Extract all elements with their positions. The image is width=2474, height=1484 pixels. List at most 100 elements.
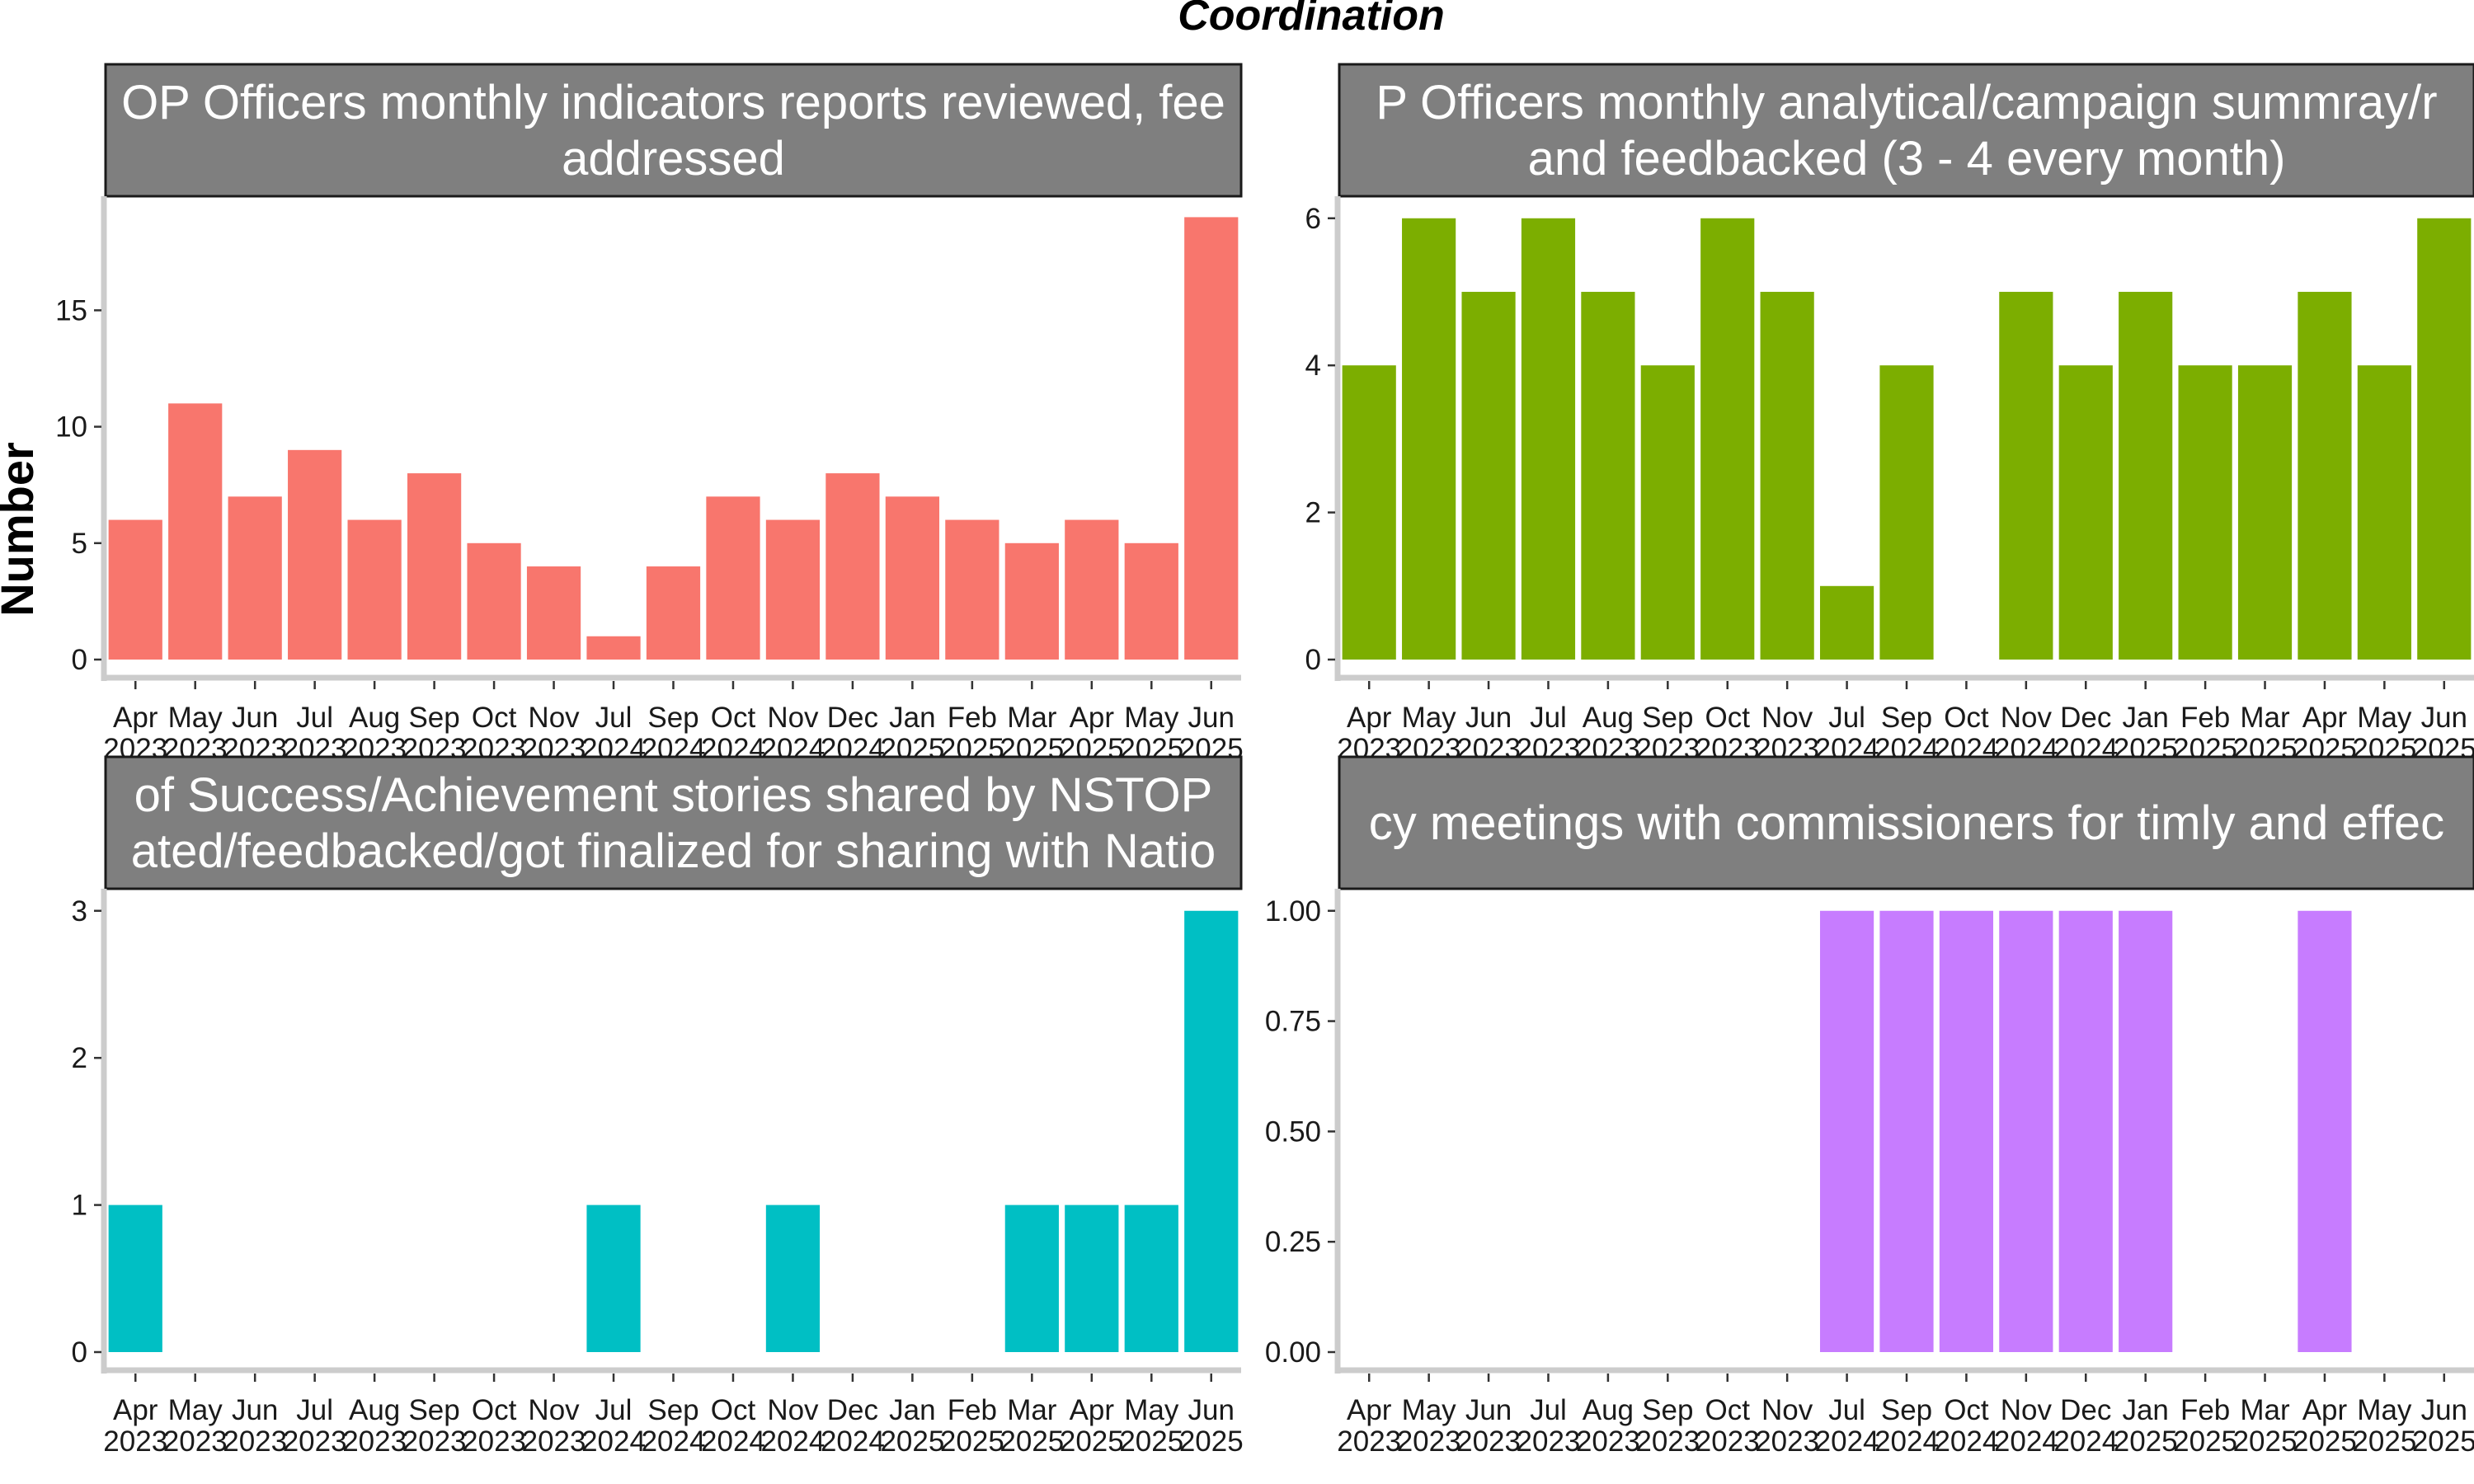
x-tick-label: Jun 2023 bbox=[223, 1394, 287, 1458]
bar bbox=[1760, 291, 1814, 660]
x-tick-label: Nov 2024 bbox=[761, 702, 825, 765]
x-tick-label: Jan 2025 bbox=[2114, 702, 2178, 765]
x-tick-label: Apr 2025 bbox=[2293, 702, 2357, 765]
x-tick-label: Jul 2023 bbox=[1517, 1394, 1581, 1458]
x-tick-label: Nov 2024 bbox=[761, 1394, 825, 1458]
x-tick-label: Mar 2025 bbox=[2233, 1394, 2298, 1458]
bar bbox=[706, 496, 760, 660]
facet-panel-2: P Officers monthly analytical/campaign s… bbox=[1305, 63, 2474, 765]
facet-panels: OP Officers monthly indicators reports r… bbox=[55, 63, 2474, 1458]
x-tick-label: Sep 2023 bbox=[402, 702, 467, 765]
bar bbox=[765, 519, 821, 660]
bar bbox=[1124, 542, 1178, 660]
y-tick-label: 6 bbox=[1305, 203, 1321, 235]
x-tick-label: Jul 2023 bbox=[283, 702, 347, 765]
x-tick-label: Nov 2023 bbox=[522, 702, 586, 765]
x-tick-label: May 2023 bbox=[163, 702, 228, 765]
x-tick-label: Apr 2023 bbox=[1337, 702, 1401, 765]
x-tick-label: Nov 2023 bbox=[522, 1394, 586, 1458]
bar bbox=[228, 496, 282, 660]
x-tick-label: Jul 2024 bbox=[1815, 702, 1879, 765]
x-tick-label: Apr 2023 bbox=[103, 702, 167, 765]
facet-strip bbox=[1338, 755, 2474, 890]
bar bbox=[586, 1205, 641, 1352]
x-tick-label: Oct 2023 bbox=[1696, 1394, 1760, 1458]
x-tick-label: May 2023 bbox=[163, 1394, 228, 1458]
bar bbox=[407, 473, 462, 660]
x-tick-label: Aug 2023 bbox=[342, 1394, 407, 1458]
bar bbox=[2058, 910, 2113, 1352]
x-tick-label: Aug 2023 bbox=[1576, 702, 1640, 765]
facet-strip-title-line: OP Officers monthly indicators reports r… bbox=[121, 76, 1225, 129]
x-tick-label: Feb 2025 bbox=[940, 1394, 1004, 1458]
bar bbox=[467, 542, 521, 660]
bar bbox=[1461, 291, 1516, 660]
bar bbox=[1521, 218, 1576, 660]
bar bbox=[885, 496, 940, 660]
bar bbox=[1402, 218, 1456, 660]
x-tick-label: Apr 2023 bbox=[1337, 1394, 1401, 1458]
x-tick-label: Sep 2024 bbox=[642, 702, 706, 765]
x-tick-label: Jun 2025 bbox=[1179, 1394, 1244, 1458]
bar bbox=[2119, 291, 2173, 660]
bar bbox=[108, 519, 162, 660]
x-tick-label: Jul 2024 bbox=[1815, 1394, 1879, 1458]
bar bbox=[825, 473, 880, 660]
facet-strip-title-line: addressed bbox=[562, 132, 785, 186]
x-tick-label: Jul 2024 bbox=[581, 1394, 646, 1458]
bar bbox=[1004, 1205, 1059, 1352]
bar bbox=[2178, 365, 2232, 660]
x-tick-label: Sep 2024 bbox=[1874, 1394, 1939, 1458]
x-tick-label: Jun 2023 bbox=[1456, 1394, 1521, 1458]
x-tick-label: Dec 2024 bbox=[821, 1394, 885, 1458]
facet-strip-title-line: of Success/Achievement stories shared by… bbox=[134, 768, 1213, 822]
figure-title: Coordination bbox=[1178, 0, 1445, 40]
bar bbox=[1184, 910, 1239, 1352]
x-tick-label: Dec 2024 bbox=[2053, 702, 2118, 765]
x-tick-label: Apr 2025 bbox=[2293, 1394, 2357, 1458]
x-tick-label: Jul 2023 bbox=[1517, 702, 1581, 765]
bar bbox=[1999, 910, 2053, 1352]
bar bbox=[2298, 291, 2352, 660]
bar bbox=[1124, 1205, 1178, 1352]
y-tick-label: 0.25 bbox=[1265, 1226, 1321, 1258]
bar bbox=[2417, 218, 2472, 660]
x-tick-label: Sep 2023 bbox=[1635, 1394, 1700, 1458]
x-tick-label: May 2023 bbox=[1397, 702, 1461, 765]
x-tick-label: Jan 2025 bbox=[880, 1394, 944, 1458]
y-tick-label: 0 bbox=[72, 1336, 87, 1369]
bar bbox=[1342, 365, 1396, 660]
x-tick-label: Jul 2023 bbox=[283, 1394, 347, 1458]
y-tick-label: 5 bbox=[72, 528, 87, 560]
bar bbox=[1939, 910, 1994, 1352]
bar bbox=[2237, 365, 2293, 660]
y-tick-label: 0.50 bbox=[1265, 1115, 1321, 1148]
x-tick-label: Jan 2025 bbox=[880, 702, 944, 765]
x-tick-label: Sep 2023 bbox=[402, 1394, 467, 1458]
bar bbox=[108, 1205, 162, 1352]
facet-panel-1: OP Officers monthly indicators reports r… bbox=[55, 63, 1244, 765]
facet-strip bbox=[104, 755, 1243, 890]
x-tick-label: Apr 2023 bbox=[103, 1394, 167, 1458]
bar bbox=[288, 449, 342, 660]
bar bbox=[526, 566, 581, 660]
x-tick-label: Nov 2024 bbox=[1994, 1394, 2058, 1458]
bar bbox=[1819, 585, 1874, 660]
x-tick-label: Sep 2024 bbox=[1874, 702, 1939, 765]
x-tick-label: Feb 2025 bbox=[2173, 702, 2237, 765]
bar bbox=[586, 636, 641, 660]
bar bbox=[2357, 365, 2411, 660]
y-tick-label: 0.00 bbox=[1265, 1336, 1321, 1369]
x-tick-label: Sep 2023 bbox=[1635, 702, 1700, 765]
x-tick-label: Nov 2024 bbox=[1994, 702, 2058, 765]
x-tick-label: Oct 2024 bbox=[701, 702, 765, 765]
bar bbox=[945, 519, 999, 660]
y-tick-label: 10 bbox=[55, 411, 87, 444]
x-tick-label: Oct 2024 bbox=[1934, 702, 1998, 765]
x-tick-label: Oct 2023 bbox=[462, 702, 526, 765]
x-tick-label: Jun 2023 bbox=[1456, 702, 1521, 765]
y-tick-label: 4 bbox=[1305, 350, 1321, 382]
y-tick-label: 0 bbox=[72, 644, 87, 676]
bar bbox=[1640, 365, 1695, 660]
